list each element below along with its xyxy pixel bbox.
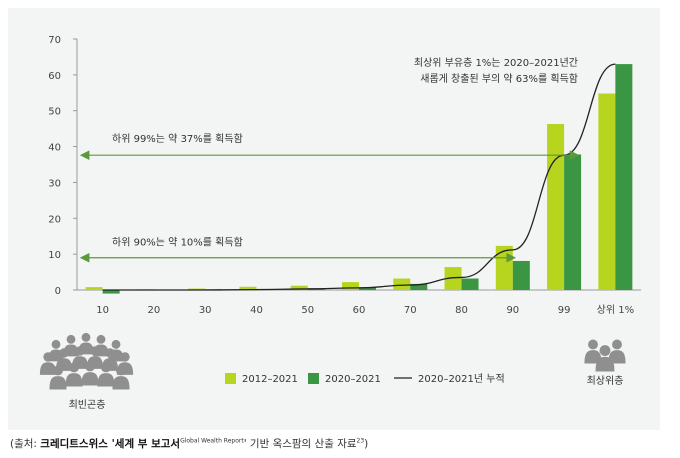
source-suffix: ' 기반 옥스팜의 산출 자료 <box>243 438 357 450</box>
bar-b <box>102 290 120 294</box>
label-poorest: 최빈곤층 <box>69 399 106 411</box>
x-tick-label: 50 <box>301 305 314 316</box>
y-tick-label: 50 <box>48 107 61 118</box>
annotation-top-line1: 최상위 부유층 1%는 2020–2021년간 <box>414 56 578 69</box>
legend: 2012–2021 2020–2021 2020–2021년 누적 <box>225 373 505 385</box>
bars <box>85 64 633 294</box>
group-icons: 최빈곤층 최상위층 <box>39 332 626 411</box>
annotation-bottom-90: 하위 90%는 약 10%를 획득함 <box>112 236 243 249</box>
x-tick-label: 10 <box>96 305 109 316</box>
source-close: ) <box>364 438 369 450</box>
y-tick-label: 30 <box>48 178 61 189</box>
bar-chart: 0 10 20 30 40 50 60 70 10 20 30 40 50 60 70 80 90 99 상위 1%… <box>39 35 641 411</box>
bar-a <box>547 123 565 290</box>
cumulative-line-path <box>102 63 616 291</box>
bar-a <box>188 288 206 290</box>
legend-swatch-2020-2021 <box>308 373 319 384</box>
bar-b <box>359 287 376 290</box>
bar-b <box>615 64 633 290</box>
x-tick-label: 90 <box>506 305 519 316</box>
annotation-bottom-99: 하위 99%는 약 37%를 획득함 <box>112 132 243 145</box>
bar-b <box>410 283 428 290</box>
y-tick-label: 0 <box>55 286 61 297</box>
bar-a <box>598 93 616 290</box>
bar-b <box>564 154 582 290</box>
x-tick-label: 60 <box>353 305 366 316</box>
bar-a <box>444 267 462 290</box>
legend-label-2020-2021: 2020–2021 <box>325 374 381 385</box>
source-ref: 23 <box>356 437 365 445</box>
y-tick-label: 20 <box>48 214 61 225</box>
bar-b <box>512 260 530 290</box>
y-tick-label: 10 <box>48 250 61 261</box>
x-tick-label: 20 <box>148 305 161 316</box>
x-tick-label: 99 <box>558 305 571 316</box>
x-tick-label: 상위 1% <box>597 303 634 316</box>
bar-a <box>342 282 359 290</box>
bar-a <box>85 287 103 290</box>
x-tick-label: 70 <box>404 305 417 316</box>
bar-b <box>461 278 479 290</box>
source-highlight: 크레디트스위스 '세계 부 보고서 <box>40 438 181 450</box>
label-richest: 최상위층 <box>587 374 624 387</box>
chart-panel: 0 10 20 30 40 50 60 70 10 20 30 40 50 60 70 80 90 99 상위 1%… <box>8 8 660 430</box>
x-tick-label: 40 <box>250 305 263 316</box>
bar-a <box>239 286 257 290</box>
annotation-top-line2: 새롭게 창출된 부의 약 63%를 획득함 <box>420 73 578 85</box>
x-tick-label: 80 <box>455 305 468 316</box>
legend-label-cumulative: 2020–2021년 누적 <box>418 373 505 385</box>
cumulative-line <box>102 63 616 291</box>
legend-swatch-2012-2021 <box>225 373 236 384</box>
x-tick-label: 30 <box>199 305 212 316</box>
source-note: (출처: 크레디트스위스 '세계 부 보고서Global Wealth Repo… <box>10 436 368 451</box>
source-prefix: (출처: <box>10 438 41 450</box>
bar-a <box>495 245 513 290</box>
legend-label-2012-2021: 2012–2021 <box>242 374 298 385</box>
y-tick-label: 70 <box>48 35 61 46</box>
y-tick-label: 40 <box>48 143 61 154</box>
y-tick-label: 60 <box>48 71 61 82</box>
bar-a <box>393 278 411 290</box>
source-report: Global Wealth Report <box>180 437 244 445</box>
bar-a <box>290 285 308 290</box>
